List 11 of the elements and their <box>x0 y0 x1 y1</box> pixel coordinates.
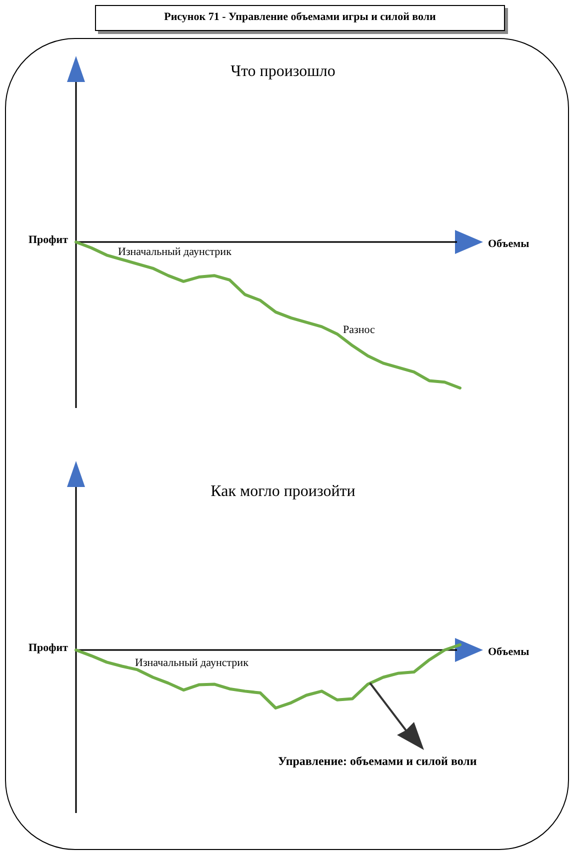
x-axis-title: Объемы <box>488 646 530 658</box>
y-axis-title: Профит <box>28 234 69 246</box>
annotation: Разнос <box>343 324 375 336</box>
x-axis-title: Объемы <box>488 238 530 250</box>
annotation: Изначальный даунстрик <box>118 246 232 258</box>
text: Управление: объемами и силой воли <box>278 754 477 769</box>
chart-title: Что произошло <box>230 63 336 80</box>
chart-title: Как могло произойти <box>210 483 356 500</box>
y-axis-title: Профит <box>28 642 69 654</box>
text: Рисунок 71 - Управление объемами игры и силой воли <box>95 5 505 31</box>
annotation: Изначальный даунстрик <box>135 657 248 669</box>
